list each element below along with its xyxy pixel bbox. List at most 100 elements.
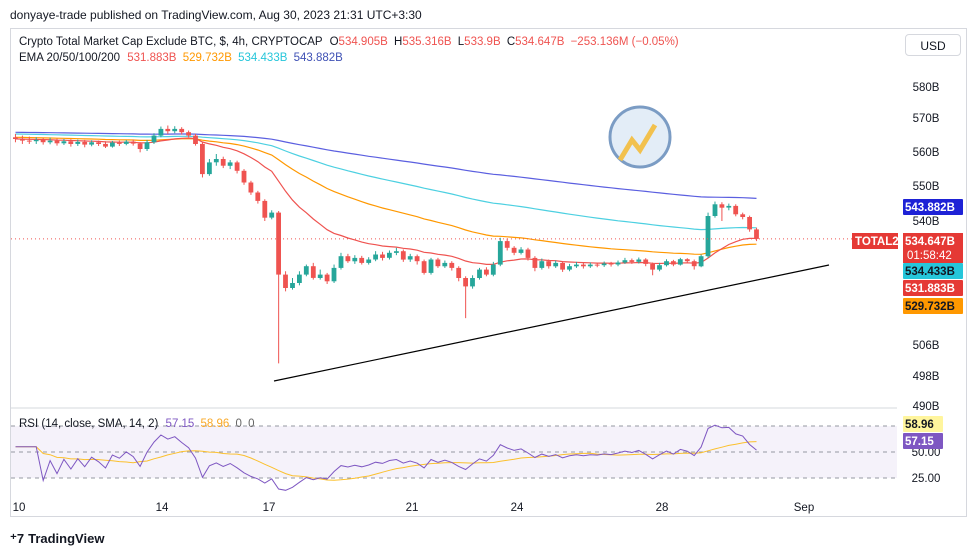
candle [671,261,676,265]
candle [276,212,281,275]
candle [574,264,579,267]
symbol-tag: TOTAL2 [855,236,899,248]
candle [435,259,441,267]
time-axis-label: 17 [263,502,276,514]
candle [297,274,302,283]
candle [567,266,572,270]
ohlc-open: 534.905B [338,36,388,48]
candle [601,263,607,266]
tradingview-logo: ⁺7 TradingView [10,531,104,547]
candle [629,260,635,262]
candle [144,142,150,149]
rsi-axis-label: 25.00 [912,473,941,485]
candle [470,278,475,287]
candle [754,229,759,239]
candle [33,139,39,142]
candle [96,142,101,144]
candle [200,143,205,175]
ema100-price-tag: 534.433B [905,266,955,278]
currency-button[interactable]: USD [905,34,961,56]
candle [165,128,171,132]
candle [400,251,406,260]
ohlc-low: 533.9B [464,36,501,48]
price-axis-label: 550B [913,181,940,193]
countdown-tag: 01:58:42 [907,250,952,262]
last-price-tag: 534.647B [905,236,955,248]
candle [594,264,600,266]
candle [691,261,697,267]
candle [54,140,60,144]
candle [657,265,662,270]
candle [407,256,413,260]
rsi-sma-value: 58.96 [200,418,230,430]
candle [241,170,247,183]
candle [303,266,309,275]
candle [581,264,586,267]
candle [207,162,212,175]
candle [89,142,94,145]
candle [283,274,288,288]
symbol-name: Crypto Total Market Cap Exclude BTC, $, … [19,36,323,48]
candle [615,262,621,265]
candle [13,137,18,139]
candle [525,249,531,258]
ohlc-close-label: C [506,36,516,48]
last-price-tag-bg [903,233,963,263]
rsi-sma-price-tag-bg [903,416,943,432]
candle [740,214,746,217]
candle [82,141,88,145]
candle [40,139,46,143]
ema20-price-tag: 531.883B [905,283,955,295]
candle [518,249,524,253]
ema100-price-tag-bg [903,263,963,279]
candle [608,263,614,265]
rsi-sma-price-tag: 58.96 [905,419,934,431]
candle [158,128,164,136]
price-axis-label: 580B [913,82,940,94]
candle [255,192,261,201]
time-axis-label: 10 [13,502,26,514]
ema50-price-tag-bg [903,298,963,314]
candle [456,267,462,278]
candle [47,140,53,143]
candle [103,143,108,147]
ema20-price-tag-bg [903,280,963,296]
candle [290,283,295,288]
price-axis-label: 490B [913,401,940,413]
candle [546,261,552,267]
candle [428,259,434,273]
candle [220,159,226,166]
ema20-line [15,137,757,265]
symbol-tag-bg [852,233,898,249]
publisher-text: donyaye-trade published on TradingView.c… [10,8,422,22]
ema100-line [15,133,757,231]
ema-label: EMA 20/50/100/200 [19,52,121,64]
ema50-line [15,136,757,255]
candle [345,256,351,262]
ohlc-change: −253.136M (−0.05%) [570,36,679,48]
candle [269,212,275,218]
candle [497,241,503,265]
candle [477,269,482,278]
ohlc-open-label: O [329,36,339,48]
candle [698,256,704,267]
candle [484,269,489,275]
candle [380,254,385,258]
candle [490,264,496,275]
time-axis-label: 21 [406,502,419,514]
candle [248,182,254,193]
candle [310,266,316,278]
tradingview-logo-icon: ⁺7 [10,531,25,546]
candle [130,141,136,144]
price-axis-label: 570B [913,113,940,125]
candle [560,262,565,270]
trendline[interactable] [273,264,830,382]
ema200-value: 543.882B [293,52,343,64]
candle [262,200,268,218]
ohlc-low-label: L [457,36,465,48]
candle [414,256,420,262]
candle [650,263,655,270]
ema200-price-tag-bg [903,199,963,215]
candle [421,261,427,273]
